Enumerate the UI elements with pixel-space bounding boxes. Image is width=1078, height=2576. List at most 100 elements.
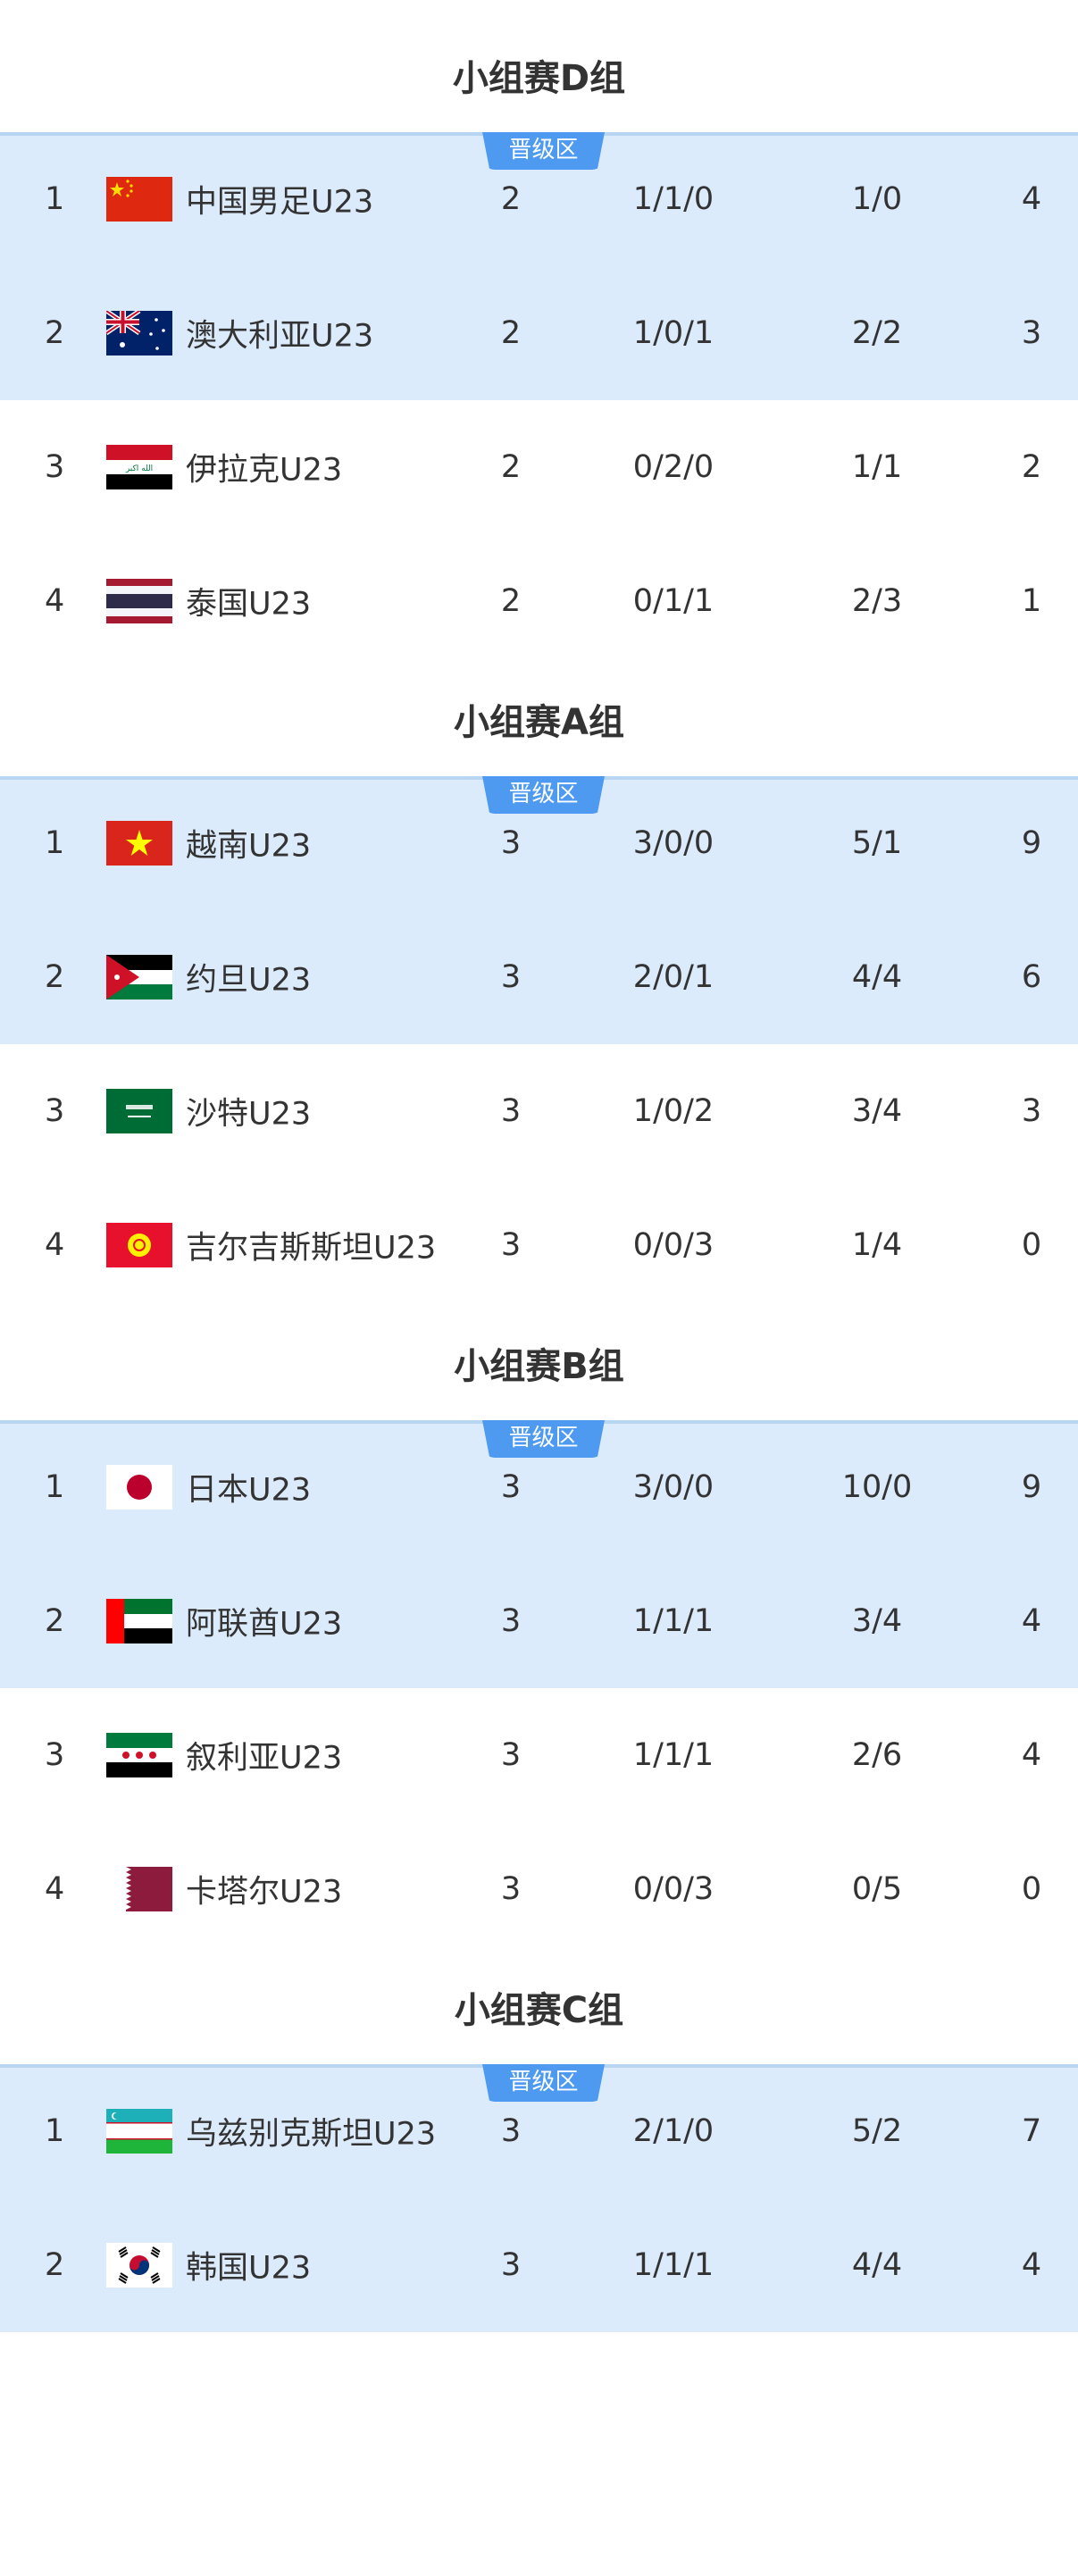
team-name[interactable]: 卡塔尔U23 xyxy=(186,1874,343,1911)
points: 4 xyxy=(1021,181,1042,217)
matches-played: 3 xyxy=(500,1737,522,1773)
team-row[interactable]: 3 沙特U23 3 1/0/2 3/4 3 xyxy=(0,1044,1078,1178)
goals-for-against: 1/1 xyxy=(851,449,903,485)
rank: 1 xyxy=(45,2113,65,2149)
points: 3 xyxy=(1021,1093,1042,1129)
team-name[interactable]: 沙特U23 xyxy=(186,1096,312,1133)
qualification-badge: 晋级区 xyxy=(482,2064,605,2102)
win-draw-loss: 0/2/0 xyxy=(632,449,714,485)
points: 7 xyxy=(1021,2113,1042,2149)
matches-played: 3 xyxy=(500,1603,522,1639)
australia-flag-icon xyxy=(106,311,172,355)
team-row[interactable]: 3 الله اكبر 伊拉克U23 2 0/2/0 1/1 2 xyxy=(0,400,1078,534)
group-standings: 小组赛B组 晋级区 1 日本U23 3 3/0/0 10/0 9 2 阿联酋U2… xyxy=(0,1288,1078,1932)
goals-for-against: 2/6 xyxy=(851,1737,903,1773)
group-title: 小组赛C组 xyxy=(454,1990,624,2031)
rank: 3 xyxy=(45,449,65,485)
goals-for-against: 5/1 xyxy=(851,825,903,861)
group-title: 小组赛D组 xyxy=(452,58,626,99)
qualification-badge: 晋级区 xyxy=(482,776,605,814)
win-draw-loss: 1/1/1 xyxy=(632,1737,714,1773)
matches-played: 3 xyxy=(500,1227,522,1263)
group-title: 小组赛B组 xyxy=(454,1346,624,1387)
win-draw-loss: 3/0/0 xyxy=(632,825,714,861)
points: 9 xyxy=(1021,1469,1042,1505)
jordan-flag-icon xyxy=(106,955,172,999)
team-row[interactable]: 2 韩国U23 3 1/1/1 4/4 4 xyxy=(0,2198,1078,2332)
goals-for-against: 4/4 xyxy=(851,959,903,995)
rank: 3 xyxy=(45,1737,65,1773)
points: 4 xyxy=(1021,2247,1042,2283)
team-row[interactable]: 1 日本U23 3 3/0/0 10/0 9 xyxy=(0,1420,1078,1554)
team-name[interactable]: 越南U23 xyxy=(186,828,312,865)
team-name[interactable]: 韩国U23 xyxy=(186,2250,312,2287)
uae-flag-icon xyxy=(106,1599,172,1643)
matches-played: 2 xyxy=(500,583,522,619)
rank: 2 xyxy=(45,315,65,351)
group-standings: 小组赛A组 晋级区 1 越南U23 3 3/0/0 5/1 9 2 约旦U23 … xyxy=(0,644,1078,1288)
win-draw-loss: 1/1/1 xyxy=(632,1603,714,1639)
team-row[interactable]: 1 中国男足U23 2 1/1/0 1/0 4 xyxy=(0,132,1078,266)
rank: 1 xyxy=(45,825,65,861)
win-draw-loss: 2/1/0 xyxy=(632,2113,714,2149)
japan-flag-icon xyxy=(106,1465,172,1510)
team-name[interactable]: 约旦U23 xyxy=(186,962,312,999)
team-name[interactable]: 澳大利亚U23 xyxy=(186,318,374,355)
win-draw-loss: 1/0/2 xyxy=(632,1093,714,1129)
team-name[interactable]: 中国男足U23 xyxy=(186,184,374,221)
team-row[interactable]: 2 约旦U23 3 2/0/1 4/4 6 xyxy=(0,910,1078,1044)
group-standings: 小组赛C组 晋级区 1 乌兹别克斯坦U23 3 2/1/0 5/2 7 2 韩国… xyxy=(0,1932,1078,2576)
team-name[interactable]: 叙利亚U23 xyxy=(186,1740,343,1777)
points: 4 xyxy=(1021,1737,1042,1773)
svg-text:الله اكبر: الله اكبر xyxy=(125,464,153,473)
team-name[interactable]: 吉尔吉斯斯坦U23 xyxy=(186,1230,437,1267)
rank: 2 xyxy=(45,2247,65,2283)
uzbekistan-flag-icon xyxy=(106,2109,172,2154)
win-draw-loss: 0/0/3 xyxy=(632,1871,714,1907)
team-name[interactable]: 泰国U23 xyxy=(186,586,312,623)
qualification-zone xyxy=(0,1420,1078,1688)
matches-played: 3 xyxy=(500,959,522,995)
team-name[interactable]: 伊拉克U23 xyxy=(186,452,343,489)
win-draw-loss: 1/0/1 xyxy=(632,315,714,351)
group-title: 小组赛A组 xyxy=(454,702,624,743)
win-draw-loss: 0/0/3 xyxy=(632,1227,714,1263)
goals-for-against: 3/4 xyxy=(851,1603,903,1639)
thailand-flag-icon xyxy=(106,579,172,623)
rank: 2 xyxy=(45,959,65,995)
team-row[interactable]: 4 吉尔吉斯斯坦U23 3 0/0/3 1/4 0 xyxy=(0,1178,1078,1312)
group-standings: 小组赛D组 晋级区 1 中国男足U23 2 1/1/0 1/0 4 2 澳大利亚… xyxy=(0,0,1078,644)
matches-played: 3 xyxy=(500,2113,522,2149)
kyrgyzstan-flag-icon xyxy=(106,1223,172,1267)
points: 0 xyxy=(1021,1871,1042,1907)
south-korea-flag-icon xyxy=(106,2243,172,2287)
team-row[interactable]: 4 泰国U23 2 0/1/1 2/3 1 xyxy=(0,534,1078,668)
team-row[interactable]: 1 乌兹别克斯坦U23 3 2/1/0 5/2 7 xyxy=(0,2064,1078,2198)
matches-played: 3 xyxy=(500,1871,522,1907)
syria-flag-icon xyxy=(106,1733,172,1777)
team-name[interactable]: 日本U23 xyxy=(186,1472,312,1509)
team-name[interactable]: 阿联酋U23 xyxy=(186,1606,343,1643)
points: 4 xyxy=(1021,1603,1042,1639)
qualification-zone xyxy=(0,776,1078,1044)
matches-played: 2 xyxy=(500,181,522,217)
matches-played: 3 xyxy=(500,2247,522,2283)
matches-played: 3 xyxy=(500,1093,522,1129)
goals-for-against: 3/4 xyxy=(851,1093,903,1129)
team-row[interactable]: 1 越南U23 3 3/0/0 5/1 9 xyxy=(0,776,1078,910)
team-row[interactable]: 4 卡塔尔U23 3 0/0/3 0/5 0 xyxy=(0,1822,1078,1956)
team-row[interactable]: 2 澳大利亚U23 2 1/0/1 2/2 3 xyxy=(0,266,1078,400)
rank: 4 xyxy=(45,1871,65,1907)
win-draw-loss: 1/1/1 xyxy=(632,2247,714,2283)
matches-played: 3 xyxy=(500,825,522,861)
team-row[interactable]: 2 阿联酋U23 3 1/1/1 3/4 4 xyxy=(0,1554,1078,1688)
team-row[interactable]: 3 叙利亚U23 3 1/1/1 2/6 4 xyxy=(0,1688,1078,1822)
points: 6 xyxy=(1021,959,1042,995)
goals-for-against: 1/4 xyxy=(851,1227,903,1263)
win-draw-loss: 3/0/0 xyxy=(632,1469,714,1505)
qualification-badge: 晋级区 xyxy=(482,1420,605,1458)
points: 2 xyxy=(1021,449,1042,485)
goals-for-against: 10/0 xyxy=(841,1469,913,1505)
team-name[interactable]: 乌兹别克斯坦U23 xyxy=(186,2116,437,2153)
win-draw-loss: 2/0/1 xyxy=(632,959,714,995)
